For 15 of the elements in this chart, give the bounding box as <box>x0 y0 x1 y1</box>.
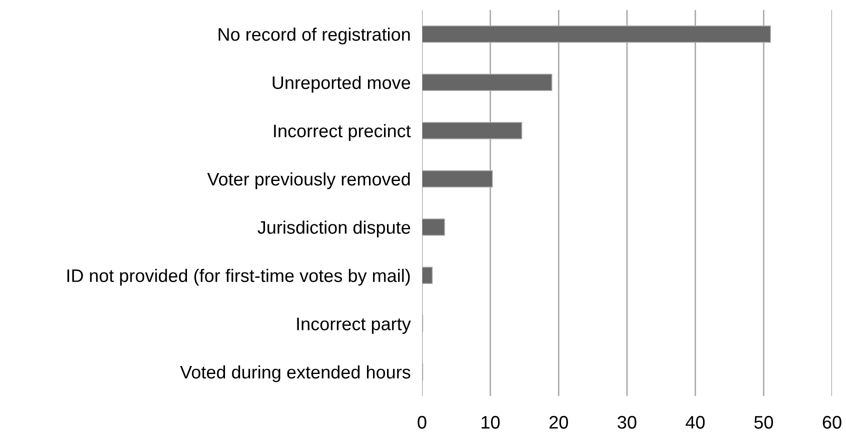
y-tick-label: Unreported move <box>272 76 410 93</box>
x-tick-label: 30 <box>618 416 636 429</box>
x-tick-label: 50 <box>754 416 774 429</box>
x-tick-label: 10 <box>482 416 500 429</box>
y-tick-label: No record of registration <box>218 28 410 44</box>
y-tick-label: ID not provided (for first-time votes by mail) <box>67 268 410 286</box>
x-tick-label: 0 <box>418 416 426 429</box>
y-tick-label: Voted during extended hours <box>180 365 410 382</box>
x-tick-label: 20 <box>550 416 568 429</box>
y-tick-label: Voter previously removed <box>207 172 410 190</box>
x-tick-label: 40 <box>686 416 705 429</box>
y-tick-label: Incorrect party <box>297 318 411 334</box>
x-tick-label: 60 <box>822 416 842 429</box>
y-tick-label: Incorrect precinct <box>274 124 411 141</box>
y-tick-label: Jurisdiction dispute <box>258 220 410 238</box>
